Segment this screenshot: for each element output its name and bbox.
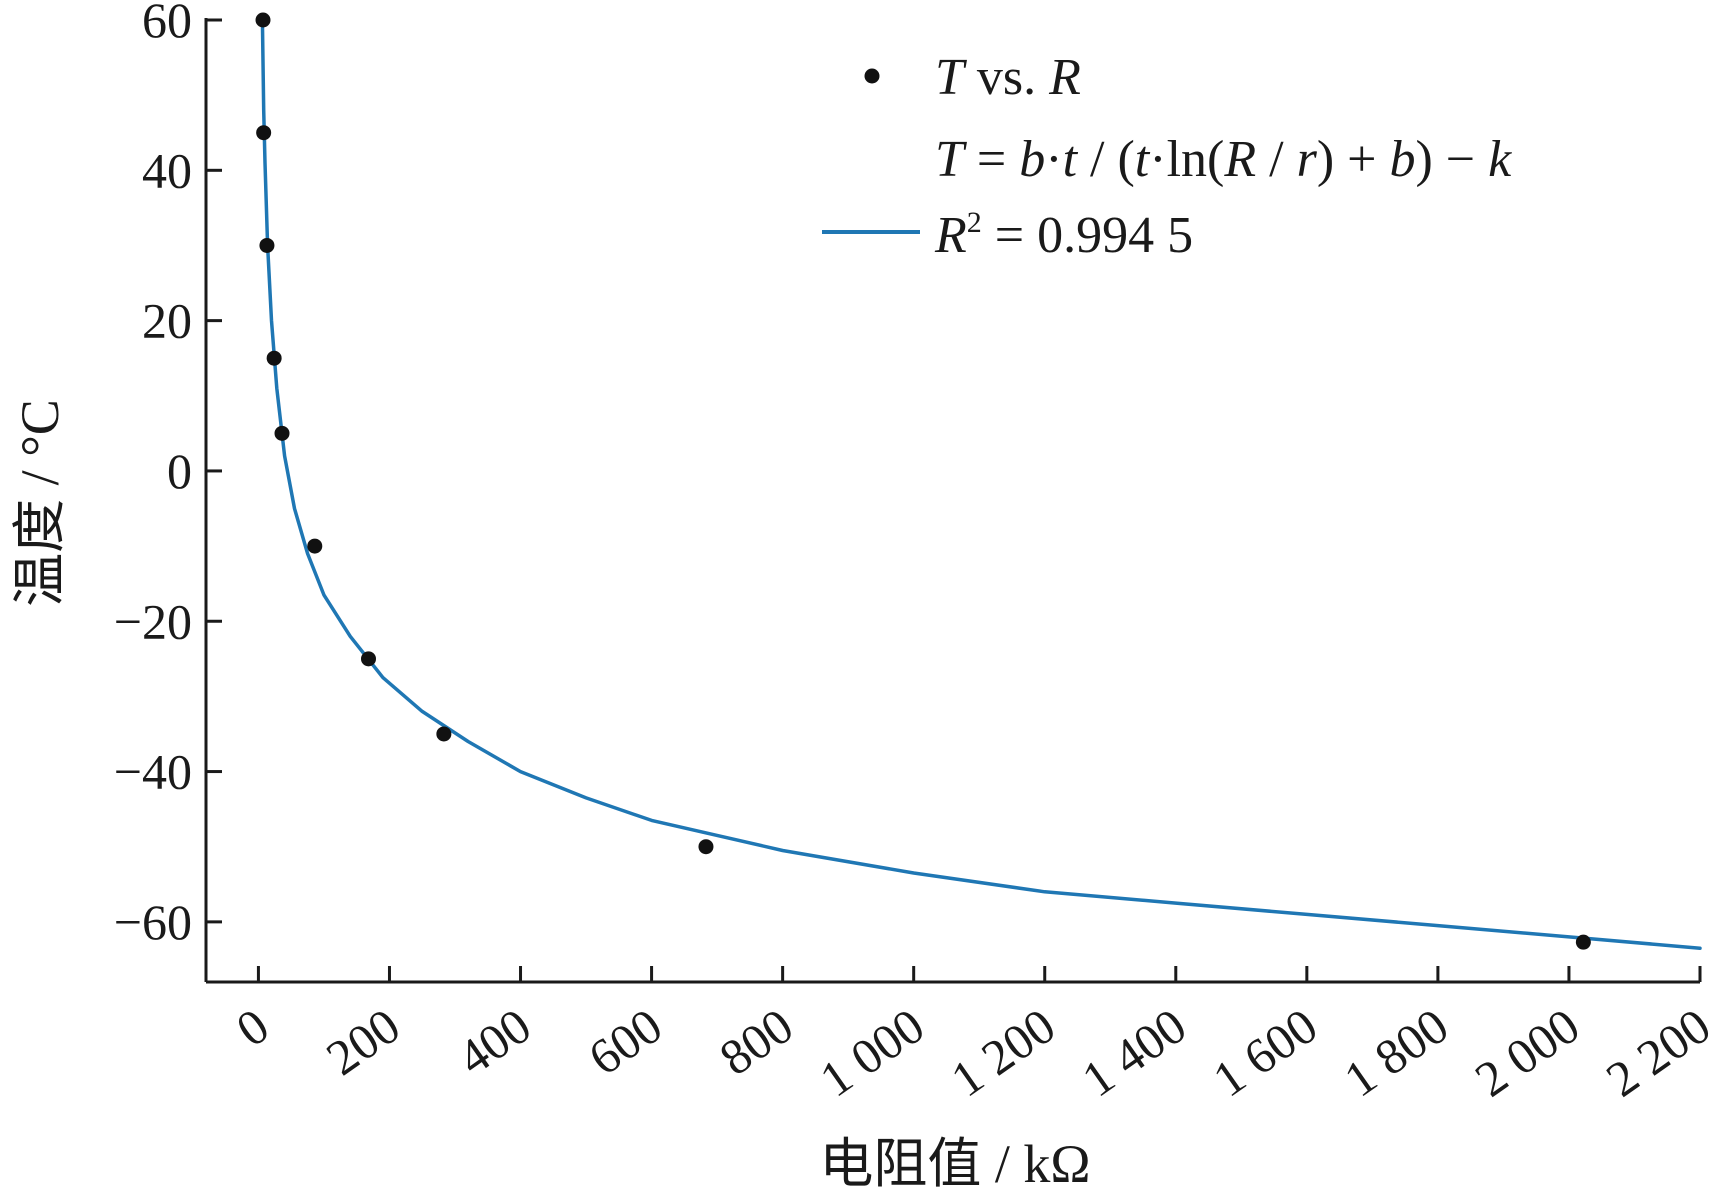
data-point (274, 425, 290, 441)
legend-scatter-label: T vs. R (935, 49, 1081, 106)
x-tick-label: 400 (447, 997, 541, 1086)
y-tick-label: 60 (142, 0, 192, 48)
data-point (256, 125, 272, 141)
data-point (361, 651, 377, 667)
y-axis-title: 温度 / °C (10, 399, 70, 607)
data-point (255, 12, 271, 28)
data-points-layer (255, 12, 1591, 950)
data-point (266, 350, 282, 366)
x-tick-label: 600 (578, 997, 672, 1086)
y-tick-label: 0 (167, 443, 192, 499)
x-tick-label: 1 600 (1203, 997, 1327, 1107)
x-tick-label: 1 400 (1072, 997, 1196, 1107)
y-tick-label: 40 (142, 142, 192, 198)
x-tick-label: 800 (709, 997, 803, 1086)
x-tick-label: 1 200 (941, 997, 1065, 1107)
x-axis-title: 电阻值 / kΩ (819, 1134, 1090, 1193)
legend-r-squared: R2 = 0.994 5 (934, 206, 1193, 264)
x-tick-label: 1 800 (1334, 997, 1458, 1107)
x-tick-label: 0 (226, 997, 279, 1057)
data-point (259, 237, 275, 253)
data-point (1575, 934, 1591, 950)
x-tick-label: 200 (316, 997, 410, 1086)
x-tick-label: 2 200 (1596, 997, 1717, 1107)
y-tick-label: 20 (142, 293, 192, 349)
data-point (307, 538, 323, 554)
fit-curve (260, 18, 1702, 950)
fit-curve-layer (260, 18, 1702, 950)
y-tick-label: −40 (114, 744, 192, 800)
legend-scatter-marker (864, 68, 880, 84)
y-tick-label: −60 (114, 894, 192, 950)
legend: T vs. R T = b·t / (t·ln(R / r) + b) − k … (822, 49, 1512, 264)
x-tick-label: 1 000 (810, 997, 934, 1107)
legend-fit-formula: T = b·t / (t·ln(R / r) + b) − k (935, 131, 1512, 188)
data-point (436, 726, 452, 742)
y-tick-label: −20 (114, 593, 192, 649)
data-point (698, 839, 714, 855)
x-tick-label: 2 000 (1465, 997, 1589, 1107)
